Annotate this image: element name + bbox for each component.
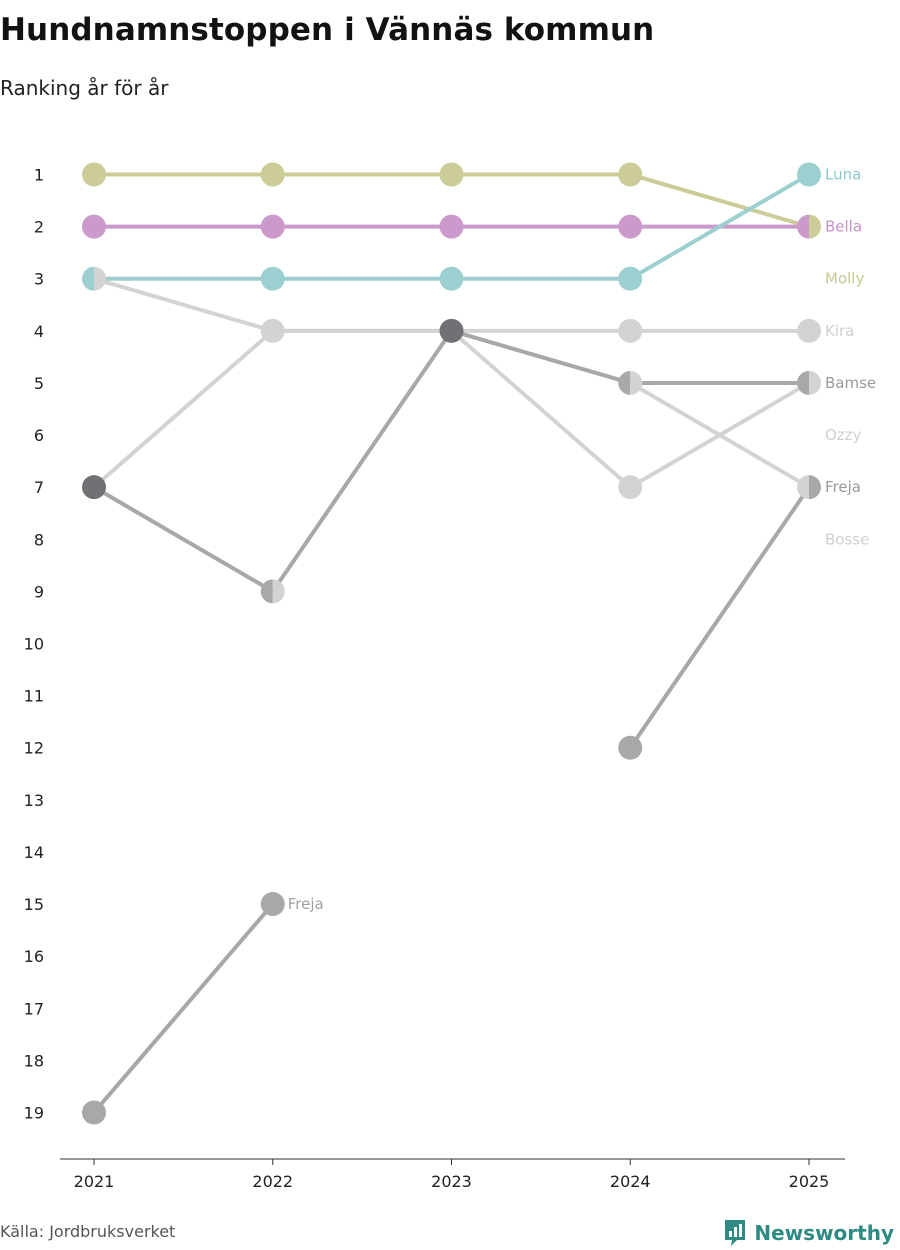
end-label-freja: Freja [825, 478, 861, 496]
y-tick-label: 3 [34, 270, 44, 289]
y-tick-label: 12 [24, 739, 44, 758]
x-tick-label: 2022 [252, 1172, 293, 1191]
y-tick-label: 11 [24, 687, 44, 706]
y-tick-label: 6 [34, 426, 44, 445]
marker-2024-rank-5-left-half [618, 370, 631, 395]
x-tick-label: 2024 [610, 1172, 651, 1191]
y-tick-label: 2 [34, 218, 44, 237]
marker-2021-rank-19 [82, 1100, 106, 1125]
y-tick-label: 15 [24, 895, 44, 914]
series-labels: Luna Bella Molly Kira Bamse Ozzy Freja Bosse Fre… [288, 166, 876, 914]
y-tick-label: 10 [24, 634, 44, 653]
chart-title: Hundnamnstoppen i Vännäs kommun [0, 12, 655, 48]
y-tick-label: 17 [24, 999, 44, 1018]
series-line-bamse [92, 328, 811, 594]
marker-2022-rank-4 [260, 318, 285, 343]
marker-2023-rank-3 [439, 266, 464, 291]
series-line-freja [92, 902, 275, 1115]
marker-2022-rank-2 [260, 214, 285, 239]
marker-2022-rank-15 [260, 892, 285, 917]
marker-2025-rank-5-left-half [797, 370, 809, 395]
marker-2021-rank-2 [82, 214, 106, 239]
marker-2024-rank-12 [618, 735, 643, 760]
end-label-bamse: Bamse [825, 374, 876, 392]
marker-2025-rank-2-right-half [809, 214, 822, 239]
y-tick-label: 18 [24, 1051, 44, 1070]
chart-subtitle: Ranking år för år [0, 76, 169, 100]
x-tick-label: 2025 [789, 1172, 830, 1191]
brand-name: Newsworthy [754, 1221, 894, 1245]
source-note: Källa: Jordbruksverket [0, 1222, 176, 1241]
marker-2021-rank-3 [82, 266, 107, 291]
marker-2021-rank-7 [82, 475, 106, 500]
marker-2023-rank-2 [439, 214, 464, 239]
end-label-bosse: Bosse [825, 530, 869, 548]
y-tick-label: 19 [24, 1103, 44, 1122]
y-tick-label: 1 [34, 166, 44, 185]
y-tick-label: 5 [34, 374, 44, 393]
marker-2023-rank-4 [439, 318, 464, 343]
x-tick-label: 2021 [74, 1172, 115, 1191]
y-tick-label: 16 [24, 947, 44, 966]
marker-2024-rank-5-right-half [630, 370, 643, 395]
x-tick-label: 2023 [431, 1172, 472, 1191]
marker-2024-rank-1 [618, 162, 643, 187]
rank-markers [82, 162, 822, 1125]
y-tick-label: 7 [34, 478, 44, 497]
marker-2024-rank-5 [618, 370, 643, 395]
x-axis: 2021 2022 2023 2024 2025 [60, 1158, 845, 1191]
brand-logo[interactable]: Newsworthy [723, 1218, 894, 1248]
end-label-molly: Molly [825, 270, 864, 288]
marker-2022-rank-3 [260, 266, 285, 291]
marker-2022-rank-9-left-half [260, 579, 273, 604]
marker-2021-rank-3-left-half [82, 266, 94, 291]
y-tick-label: 14 [24, 843, 44, 862]
series-lines [92, 172, 811, 1115]
marker-2024-rank-4 [618, 318, 643, 343]
marker-2025-rank-5 [797, 370, 822, 395]
marker-2021-rank-3-right-half [94, 266, 107, 291]
y-tick-label: 13 [24, 791, 44, 810]
marker-2025-rank-5-right-half [809, 370, 822, 395]
marker-2024-rank-7 [618, 475, 643, 500]
marker-2022-rank-9-right-half [272, 579, 285, 604]
y-tick-label: 4 [34, 322, 44, 341]
marker-2025-rank-7-right-half [809, 475, 822, 500]
series-line-ozzy [92, 328, 811, 490]
marker-2025-rank-2-left-half [797, 214, 809, 239]
end-label-luna: Luna [825, 166, 861, 184]
marker-2025-rank-1 [797, 162, 821, 187]
bar-chart-badge-icon [725, 1220, 746, 1246]
inline-label-freja: Freja [288, 895, 324, 913]
y-tick-label: 8 [34, 530, 44, 549]
marker-2022-rank-1 [260, 162, 285, 187]
marker-2025-rank-2 [797, 214, 822, 239]
end-label-bella: Bella [825, 218, 862, 236]
marker-2025-rank-7 [797, 475, 822, 500]
marker-2023-rank-1 [439, 162, 464, 187]
series-line-freja [449, 328, 811, 490]
marker-2021-rank-1 [82, 162, 106, 187]
series-line-freja [628, 485, 811, 750]
y-tick-label: 9 [34, 582, 44, 601]
marker-2024-rank-2 [618, 214, 643, 239]
end-label-kira: Kira [825, 322, 854, 340]
marker-2025-rank-7-left-half [797, 475, 809, 500]
marker-2025-rank-4 [797, 318, 821, 343]
end-label-ozzy: Ozzy [825, 426, 862, 444]
marker-2024-rank-3 [618, 266, 643, 291]
marker-2022-rank-9 [260, 579, 285, 604]
